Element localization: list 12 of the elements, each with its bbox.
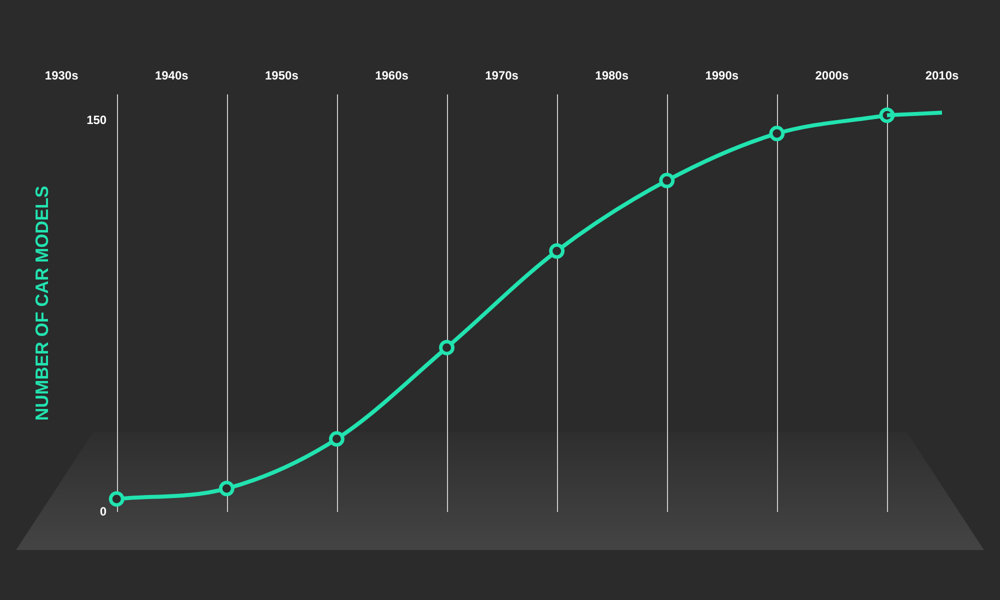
y-axis-title: NUMBER OF CAR MODELS	[32, 186, 52, 421]
x-tick-label: 1930s	[44, 68, 79, 83]
x-tick-label: 2000s	[815, 68, 849, 83]
x-tick-label: 1950s	[265, 68, 299, 83]
y-tick-label: 150	[86, 112, 107, 127]
x-tick-label: 1960s	[375, 68, 409, 83]
y-tick-label: 0	[100, 504, 107, 518]
x-tick-label: 1970s	[485, 68, 519, 83]
x-tick-label: 1990s	[705, 68, 739, 83]
x-tick-label: 1980s	[595, 68, 629, 83]
x-tick-label: 1940s	[154, 68, 189, 83]
x-tick-label: 2010s	[925, 68, 960, 83]
